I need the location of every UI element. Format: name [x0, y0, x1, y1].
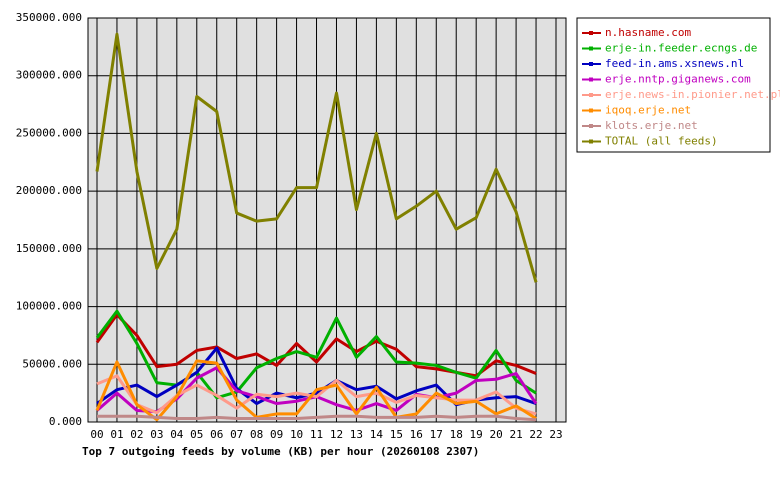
x-tick-label: 21 [509, 428, 522, 441]
legend-marker [589, 31, 593, 35]
x-tick-label: 18 [450, 428, 463, 441]
x-tick-label: 03 [150, 428, 163, 441]
series-line [95, 359, 537, 422]
x-tick-label: 05 [190, 428, 203, 441]
legend-marker [589, 62, 593, 66]
y-tick-label: 250000.000 [16, 126, 82, 139]
legend-label: erje.nntp.giganews.com [605, 73, 751, 86]
x-tick-label: 14 [370, 428, 384, 441]
y-tick-label: 350000.000 [16, 11, 82, 24]
legend-marker [589, 93, 593, 97]
x-tick-label: 10 [290, 428, 303, 441]
legend-label: erje-in.feeder.ecngs.de [605, 42, 757, 55]
x-tick-label: 04 [170, 428, 184, 441]
y-tick-label: 200000.000 [16, 184, 82, 197]
x-tick-label: 15 [390, 428, 403, 441]
x-tick-label: 22 [529, 428, 542, 441]
series-line [96, 374, 537, 416]
legend-box [576, 17, 771, 153]
x-tick-label: 13 [350, 428, 363, 441]
plot-area [87, 17, 567, 423]
x-tick-label: 00 [90, 428, 103, 441]
x-tick-label: 08 [250, 428, 263, 441]
legend-label: klots.erje.net [605, 119, 698, 132]
x-tick-label: 17 [430, 428, 443, 441]
x-tick-label: 07 [230, 428, 243, 441]
legend-marker [589, 124, 593, 128]
legend-label: iqoq.erje.net [605, 104, 691, 117]
x-tick-label: 02 [130, 428, 143, 441]
series-line [97, 414, 537, 422]
y-tick-label: 0.000 [49, 415, 82, 428]
legend-label: n.hasname.com [605, 26, 691, 39]
x-tick-label: 09 [270, 428, 283, 441]
x-tick-label: 12 [330, 428, 343, 441]
x-tick-label: 16 [410, 428, 423, 441]
y-tick-label: 150000.000 [16, 242, 82, 255]
x-tick-label: 20 [490, 428, 503, 441]
legend-marker [589, 46, 593, 51]
y-tick-label: 300000.000 [16, 69, 82, 82]
x-tick-label: 19 [470, 428, 483, 441]
legend-label: feed-in.ams.xsnews.nl [605, 57, 744, 70]
chart-title: Top 7 outgoing feeds by volume (KB) per … [82, 445, 479, 458]
y-tick-label: 100000.000 [16, 300, 82, 313]
series-line [95, 32, 538, 283]
x-tick-label: 06 [210, 428, 223, 441]
legend-marker [589, 139, 593, 144]
legend-label: erje.news-in.pionier.net.pl [605, 88, 780, 101]
x-tick-label: 23 [549, 428, 562, 441]
x-tick-label: 11 [310, 428, 323, 441]
legend-marker [589, 108, 593, 113]
y-tick-label: 50000.000 [22, 357, 82, 370]
legend-marker [589, 77, 593, 82]
legend-label: TOTAL (all feeds) [605, 135, 718, 148]
x-tick-label: 01 [110, 428, 123, 441]
series-line [95, 309, 537, 400]
